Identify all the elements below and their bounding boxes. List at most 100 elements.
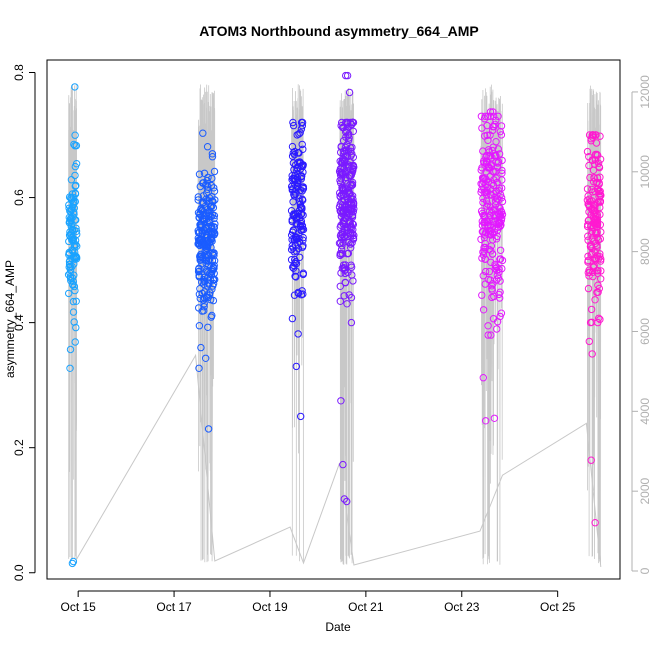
x-tick-label: Oct 19 xyxy=(252,600,288,614)
data-point xyxy=(71,248,79,256)
data-point xyxy=(298,140,306,149)
y2-tick-label: 0 xyxy=(638,567,650,574)
data-point xyxy=(71,142,79,150)
data-point xyxy=(338,197,346,206)
data-point xyxy=(348,271,356,279)
data-point xyxy=(338,184,347,192)
data-point xyxy=(289,263,297,271)
data-point xyxy=(348,239,356,247)
data-point xyxy=(595,163,603,171)
data-point xyxy=(343,300,351,308)
y-tick-label: 0.0 xyxy=(12,564,26,581)
point-cluster-0 xyxy=(64,83,81,568)
data-point xyxy=(583,222,592,231)
data-point xyxy=(196,221,205,230)
data-point xyxy=(204,208,212,216)
data-point xyxy=(194,193,203,201)
data-point xyxy=(336,157,344,166)
data-point xyxy=(490,292,498,301)
data-point xyxy=(478,221,487,230)
data-point xyxy=(589,223,597,232)
data-point xyxy=(337,122,345,130)
data-point-outlier xyxy=(199,129,207,137)
data-point xyxy=(204,242,212,251)
data-point xyxy=(492,167,500,176)
data-point xyxy=(585,203,594,211)
data-point xyxy=(592,229,600,238)
data-point xyxy=(298,287,306,295)
y2-tick-label: 8000 xyxy=(638,238,650,265)
data-point xyxy=(70,193,78,202)
data-point xyxy=(337,168,346,176)
data-point xyxy=(348,229,357,238)
y2-tick-label: 12000 xyxy=(638,75,650,109)
data-point xyxy=(486,203,494,211)
data-point xyxy=(349,164,357,173)
data-point xyxy=(211,275,219,284)
data-point xyxy=(71,182,80,190)
data-point xyxy=(348,178,357,187)
data-point xyxy=(493,325,501,333)
data-point xyxy=(597,191,605,200)
data-point-outlier xyxy=(298,118,307,127)
data-point xyxy=(593,218,602,227)
data-point xyxy=(493,266,501,275)
data-point xyxy=(481,267,490,276)
data-point xyxy=(486,164,494,172)
data-point xyxy=(595,314,603,322)
data-point xyxy=(207,313,215,321)
data-point xyxy=(479,198,487,207)
x-axis-label: Date xyxy=(325,620,351,634)
overlay-cluster-1 xyxy=(197,84,216,563)
data-point-outlier xyxy=(592,131,600,139)
data-point-outlier xyxy=(337,397,345,405)
data-point xyxy=(343,250,352,258)
data-point xyxy=(71,131,79,139)
data-point xyxy=(289,118,297,127)
data-point-outlier xyxy=(70,140,78,149)
point-cluster-3 xyxy=(335,71,358,506)
data-point xyxy=(338,250,347,258)
data-point xyxy=(292,273,300,281)
data-point xyxy=(64,271,73,279)
data-point xyxy=(592,139,601,147)
data-point xyxy=(208,285,216,293)
data-point xyxy=(347,261,355,269)
data-point xyxy=(287,245,296,254)
data-point xyxy=(195,290,204,298)
data-point xyxy=(204,183,212,191)
data-point xyxy=(69,308,78,316)
data-point xyxy=(204,238,212,246)
data-point xyxy=(210,214,218,223)
y-axis-label: asymmetry_664_AMP xyxy=(3,260,17,378)
data-point-outlier xyxy=(195,364,203,372)
data-point xyxy=(196,210,204,219)
overlay-line-layer xyxy=(68,84,602,568)
data-point xyxy=(488,218,496,226)
data-point xyxy=(496,127,504,136)
data-point xyxy=(208,230,217,238)
data-point xyxy=(487,331,495,339)
data-point xyxy=(593,150,601,159)
data-point xyxy=(496,255,505,263)
data-point-outlier xyxy=(204,425,213,433)
data-point xyxy=(211,196,219,204)
data-point xyxy=(299,196,307,205)
data-point-outlier xyxy=(208,150,217,158)
data-point xyxy=(337,245,346,254)
data-point xyxy=(336,297,344,305)
data-point xyxy=(299,290,307,298)
data-point xyxy=(69,280,77,288)
data-point xyxy=(209,250,217,259)
data-point xyxy=(291,272,299,280)
data-point-outlier xyxy=(292,362,300,371)
data-point xyxy=(204,293,212,302)
data-point xyxy=(195,304,203,312)
data-point xyxy=(72,160,81,168)
data-point-outlier xyxy=(479,374,487,382)
data-point xyxy=(593,211,601,219)
data-point-outlier xyxy=(588,350,596,358)
data-point xyxy=(492,235,501,243)
data-point xyxy=(199,253,207,262)
data-point xyxy=(493,163,502,171)
